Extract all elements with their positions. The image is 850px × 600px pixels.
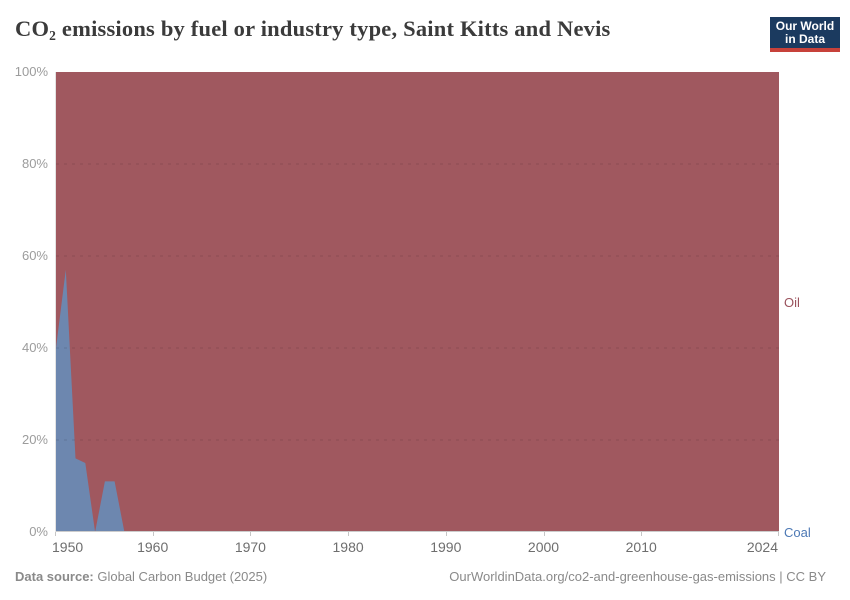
title-prefix: CO	[15, 16, 50, 41]
chart-footer: Data source: Global Carbon Budget (2025)…	[15, 569, 826, 585]
owid-logo-line1: Our World	[775, 19, 835, 33]
y-tick-label: 80%	[21, 156, 48, 171]
y-tick-label: 0%	[29, 524, 48, 539]
x-tick-label: 2000	[527, 539, 560, 555]
owid-logo-line2: in Data	[784, 32, 825, 46]
y-tick-label: 20%	[21, 432, 48, 447]
chart-title: CO2 emissions by fuel or industry type, …	[15, 14, 611, 47]
title-subscript: 2	[49, 27, 57, 43]
data-source-value: Global Carbon Budget (2025)	[93, 569, 268, 584]
series-label-coal: Coal	[784, 525, 811, 540]
x-tick-mark	[446, 532, 447, 536]
license-link[interactable]: OurWorldinData.org/co2-and-greenhouse-ga…	[449, 569, 826, 584]
x-tick-mark	[348, 532, 349, 536]
data-source: Data source: Global Carbon Budget (2025)	[15, 569, 267, 585]
series-label-oil: Oil	[784, 295, 800, 310]
x-tick-label: 1990	[430, 539, 462, 555]
x-tick-label: 1950	[52, 539, 84, 555]
x-tick-label: 2024	[746, 539, 778, 555]
y-tick-label: 100%	[14, 64, 48, 79]
title-rest: emissions by fuel or industry type, Sain…	[56, 16, 611, 41]
data-source-label: Data source:	[15, 569, 94, 584]
oil-area[interactable]	[56, 72, 779, 532]
stacked-area-plot[interactable]	[55, 72, 779, 532]
x-tick-label: 2010	[625, 539, 657, 555]
x-tick-label: 1970	[234, 539, 266, 555]
x-tick-label: 1980	[332, 539, 364, 555]
x-tick-mark	[153, 532, 154, 536]
x-tick-label: 1960	[137, 539, 169, 555]
y-tick-label: 60%	[21, 248, 48, 263]
x-tick-mark	[55, 532, 56, 536]
plot-svg[interactable]	[56, 72, 779, 532]
x-tick-mark	[250, 532, 251, 536]
x-tick-mark	[641, 532, 642, 536]
owid-logo[interactable]: Our World in Data	[770, 17, 840, 52]
x-tick-mark	[778, 532, 779, 536]
x-tick-mark	[544, 532, 545, 536]
y-tick-label: 40%	[21, 340, 48, 355]
